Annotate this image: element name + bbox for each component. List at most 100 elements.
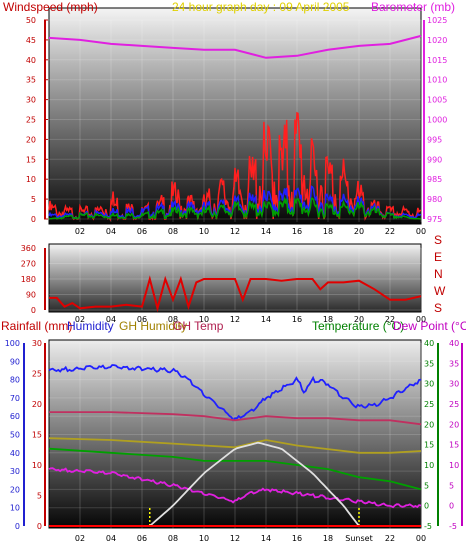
barometer-tick-label: 985	[427, 175, 442, 184]
x-tick-label: 16	[292, 227, 302, 236]
x-tick-label: 22	[385, 227, 395, 236]
chart-title: 24 hour graph day : 09 April 2005	[172, 0, 350, 14]
humidity-tick-label: 30	[10, 467, 20, 476]
wind-tick-label: 5	[31, 195, 36, 204]
dew-point-tick-label: -5	[449, 522, 457, 531]
temperature-tick-label: 35	[424, 359, 434, 368]
wind-direction-line	[49, 275, 422, 313]
wind-tick-label: 20	[26, 135, 36, 144]
barometer-axis-label: Barometer (mb)	[371, 0, 455, 14]
x-tick-label: 08	[168, 534, 178, 543]
humidity-line	[48, 364, 422, 422]
x-tick-label: 06	[137, 315, 147, 324]
barometer-tick-label: 975	[427, 215, 442, 224]
wind-tick-label: 0	[31, 215, 36, 224]
x-tick-label: 20	[354, 315, 364, 324]
wind-tick-label: 10	[26, 175, 36, 184]
dew-point-tick-label: 15	[449, 441, 459, 450]
dew-point-tick-label: 10	[449, 461, 459, 470]
wind-axis-label: Windspeed (mph)	[3, 0, 98, 14]
rainfall-tick-label: 10	[32, 461, 42, 470]
x-tick-label: 00	[416, 315, 426, 324]
x-tick-label: 04	[106, 534, 116, 543]
x-tick-label: 22	[385, 315, 395, 324]
dew-point-line	[48, 467, 422, 509]
wind-tick-label: 30	[26, 96, 36, 105]
x-tick-label: 14	[261, 534, 271, 543]
solar-elevation-curve	[149, 441, 360, 527]
compass-label: N	[434, 267, 443, 281]
humidity-tick-label: 40	[10, 449, 20, 458]
dew-point-tick-label: 40	[449, 339, 459, 348]
wind-tick-label: 25	[26, 116, 36, 125]
temperature-line	[48, 447, 422, 491]
x-tick-label: 18	[323, 534, 333, 543]
barometer-line	[48, 34, 422, 59]
humidity-tick-label: 70	[10, 394, 20, 403]
humidity-tick-label: 60	[10, 412, 20, 421]
x-tick-label: 06	[137, 227, 147, 236]
rainfall-tick-label: 30	[32, 339, 42, 348]
gh-temp-line	[49, 411, 422, 426]
dew-point-tick-label: 25	[449, 400, 459, 409]
x-tick-label: 22	[385, 534, 395, 543]
dew-point-tick-label: 20	[449, 420, 459, 429]
dew-point-tick-label: 35	[449, 359, 459, 368]
gh-humidity-legend-label: GH Humidity	[119, 319, 187, 333]
barometer-tick-label: 1005	[427, 96, 447, 105]
temperature-axis-label: Temperature (°C)	[312, 319, 404, 333]
rainfall-axis-label: Rainfall (mm)	[1, 319, 72, 333]
x-tick-label: 12	[230, 534, 240, 543]
temperature-tick-label: 20	[424, 420, 434, 429]
wind-tick-label: 15	[26, 155, 36, 164]
humidity-tick-label: 80	[10, 376, 20, 385]
barometer-tick-label: 990	[427, 155, 442, 164]
x-tick-label: 10	[199, 315, 209, 324]
humidity-tick-label: 90	[10, 357, 20, 366]
temperature-tick-label: 10	[424, 461, 434, 470]
x-tick-label: 18	[323, 315, 333, 324]
direction-tick-label: 0	[31, 306, 36, 315]
rainfall-tick-label: 20	[32, 400, 42, 409]
temperature-tick-label: 5	[424, 481, 429, 490]
dew-point-axis-label: Dew Point (°C)	[393, 319, 466, 333]
dew-point-tick-label: 5	[449, 481, 454, 490]
humidity-tick-label: 0	[15, 522, 20, 531]
x-tick-label: 10	[199, 534, 209, 543]
x-tick-label: 00	[416, 534, 426, 543]
wind-tick-label: 40	[26, 56, 36, 65]
humidity-tick-label: 100	[5, 339, 20, 348]
wind-tick-label: 35	[26, 76, 36, 85]
x-tick-label: 16	[292, 534, 302, 543]
temperature-tick-label: 0	[424, 502, 429, 511]
x-tick-label: Sunset	[345, 534, 372, 543]
x-tick-label: 04	[106, 227, 116, 236]
humidity-tick-label: 20	[10, 485, 20, 494]
x-tick-label: 06	[137, 534, 147, 543]
barometer-tick-label: 980	[427, 195, 442, 204]
x-tick-label: 12	[230, 227, 240, 236]
barometer-tick-label: 1020	[427, 36, 447, 45]
gh-temp-legend-label: GH Temp	[173, 319, 224, 333]
barometer-tick-label: 1010	[427, 76, 447, 85]
wind-low-line	[48, 196, 422, 221]
dew-point-tick-label: 30	[449, 380, 459, 389]
temperature-tick-label: 40	[424, 339, 434, 348]
barometer-tick-label: 1000	[427, 116, 447, 125]
compass-label: S	[434, 301, 442, 315]
barometer-tick-label: 1015	[427, 56, 447, 65]
temperature-tick-label: -5	[424, 522, 432, 531]
humidity-tick-label: 50	[10, 431, 20, 440]
humidity-legend-label: Humidity	[67, 319, 114, 333]
compass-label: W	[434, 284, 446, 298]
compass-label: S	[434, 233, 442, 247]
wind-tick-label: 45	[26, 36, 36, 45]
x-tick-label: 08	[168, 315, 178, 324]
x-tick-label: 08	[168, 227, 178, 236]
x-tick-label: 12	[230, 315, 240, 324]
temperature-tick-label: 15	[424, 441, 434, 450]
gh-humidity-line	[48, 437, 422, 454]
x-tick-label: 14	[261, 315, 271, 324]
